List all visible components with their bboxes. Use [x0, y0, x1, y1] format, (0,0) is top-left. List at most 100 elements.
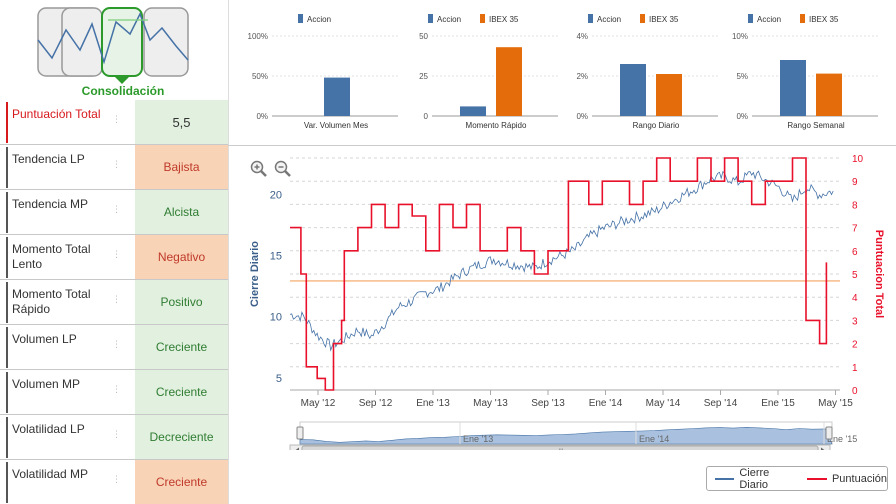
y-tick-label: 50%	[252, 72, 268, 81]
legend-swatch	[480, 14, 485, 23]
bar-chart-title: Momento Rápido	[466, 121, 527, 130]
legend-line-red	[806, 477, 827, 480]
y-right-tick: 8	[852, 200, 858, 211]
y-tick-label: 2%	[576, 72, 588, 81]
navigator-handle-left[interactable]	[296, 426, 304, 440]
bar-chart-panel: Accion 100% 50% 0% Var. Volumen Mes	[248, 14, 398, 130]
y-tick-label: 0	[424, 112, 429, 121]
legend-label: Accion	[757, 15, 781, 24]
y-right-tick: 1	[852, 363, 858, 374]
zoom-out-icon[interactable]	[274, 160, 292, 178]
series-cierre-diario	[289, 170, 834, 352]
legend-label: IBEX 35	[649, 15, 679, 24]
bar-accion	[324, 77, 350, 116]
indicator-row: Tendencia LP ⋮ Bajista	[0, 145, 228, 190]
y-tick-label: 0%	[256, 112, 268, 121]
navigator-label: Ene '13	[463, 434, 493, 444]
legend-swatch	[298, 14, 303, 23]
scrollbar-grip-icon: III	[558, 449, 563, 450]
chart-legend: Cierre Diario Puntuación	[706, 466, 888, 491]
x-tick-label: Ene '15	[761, 398, 795, 409]
indicator-value: Negativo	[135, 235, 228, 279]
phase-thumbnail: Consolidación	[37, 7, 189, 98]
indicator-value: Creciente	[135, 325, 228, 369]
drag-handle-icon[interactable]: ⋮	[112, 294, 121, 304]
indicator-row: Volatilidad LP ⋮ Decreciente	[0, 415, 228, 460]
legend-swatch	[428, 14, 433, 23]
phase-panel: Consolidación	[0, 0, 228, 100]
x-tick-label: Sep '14	[704, 398, 738, 409]
indicator-value: Creciente	[135, 370, 228, 414]
y-right-title: Puntuacion Total	[873, 230, 885, 318]
indicator-value: 5,5	[135, 100, 228, 144]
legend-label: IBEX 35	[489, 15, 519, 24]
phase-box-active[interactable]	[101, 7, 143, 77]
bar-chart-panel: Accion IBEX 35 50 25 0 Momento Rápido	[419, 14, 558, 130]
x-tick-label: May '14	[646, 398, 681, 409]
mini-bar-charts: Accion 100% 50% 0% Var. Volumen Mes Accion IBE…	[248, 14, 878, 130]
indicator-row: Volumen MP ⋮ Creciente	[0, 370, 228, 415]
y-tick-label: 10%	[732, 32, 748, 41]
y-tick-label: 4%	[576, 32, 588, 41]
y-tick-label: 0%	[576, 112, 588, 121]
zoom-in-icon[interactable]	[250, 160, 268, 178]
indicator-value: Alcista	[135, 190, 228, 234]
drag-handle-icon[interactable]: ⋮	[112, 474, 121, 484]
legend-line-blue	[715, 477, 735, 480]
y-left-tick: 10	[270, 312, 282, 324]
indicator-row: Momento Total Lento ⋮ Negativo	[0, 235, 228, 280]
phase-label: Consolidación	[82, 84, 165, 98]
legend-label: Accion	[437, 15, 461, 24]
legend-item-cierre[interactable]: Cierre Diario	[715, 467, 799, 491]
y-right-tick: 6	[852, 247, 858, 258]
y-right-tick: 7	[852, 224, 858, 235]
bar-chart-title: Rango Diario	[633, 121, 680, 130]
y-tick-label: 100%	[248, 32, 268, 41]
indicator-label: Volatilidad LP	[6, 417, 106, 458]
indicator-row: Tendencia MP ⋮ Alcista	[0, 190, 228, 235]
indicator-label: Tendencia MP	[6, 192, 106, 233]
indicator-row: Puntuación Total ⋮ 5,5	[0, 100, 228, 145]
legend-item-puntuacion[interactable]: Puntuación	[806, 472, 887, 485]
legend-swatch	[640, 14, 645, 23]
phase-box-3[interactable]	[143, 7, 189, 77]
x-tick-label: Sep '13	[531, 398, 565, 409]
drag-handle-icon[interactable]: ⋮	[112, 384, 121, 394]
indicator-label: Puntuación Total	[6, 102, 106, 143]
y-right-tick: 2	[852, 340, 858, 351]
legend-swatch	[748, 14, 753, 23]
navigator-label: Ene '15	[827, 434, 857, 444]
drag-handle-icon[interactable]: ⋮	[112, 114, 121, 124]
y-left-title: Cierre Diario	[249, 241, 261, 307]
bar-chart-panel: Accion IBEX 35 4% 2% 0% Rango Diario	[576, 14, 718, 130]
phase-sparkline	[37, 12, 189, 65]
series-puntuacion	[290, 157, 828, 391]
legend-label-puntuacion: Puntuación	[831, 472, 887, 485]
y-left-tick: 20	[270, 190, 282, 202]
drag-handle-icon[interactable]: ⋮	[112, 204, 121, 214]
drag-handle-icon[interactable]: ⋮	[112, 429, 121, 439]
bar-chart-title: Var. Volumen Mes	[304, 121, 368, 130]
scroll-right-icon[interactable]	[821, 447, 825, 451]
indicator-value: Positivo	[135, 280, 228, 324]
legend-label: Accion	[307, 15, 331, 24]
vertical-divider	[228, 0, 229, 504]
phase-box-2[interactable]	[61, 7, 103, 77]
drag-handle-icon[interactable]: ⋮	[112, 249, 121, 259]
x-tick-label: Sep '12	[359, 398, 393, 409]
indicator-label: Tendencia LP	[6, 147, 106, 188]
legend-swatch	[800, 14, 805, 23]
phase-pointer-icon	[114, 76, 130, 84]
indicator-table: Puntuación Total ⋮ 5,5 Tendencia LP ⋮ Bajista…	[0, 100, 228, 504]
y-right-tick: 10	[852, 154, 864, 165]
indicator-value: Decreciente	[135, 415, 228, 459]
scrollbar-thumb[interactable]	[301, 445, 819, 450]
x-tick-label: Ene '13	[416, 398, 450, 409]
indicator-label: Volumen MP	[6, 372, 106, 413]
drag-handle-icon[interactable]: ⋮	[112, 339, 121, 349]
scroll-left-icon[interactable]	[295, 447, 299, 451]
navigator-handle-right[interactable]	[825, 426, 833, 440]
drag-handle-icon[interactable]: ⋮	[112, 159, 121, 169]
bar-chart-panel: Accion IBEX 35 10% 5% 0% Rango Semanal	[732, 14, 878, 130]
